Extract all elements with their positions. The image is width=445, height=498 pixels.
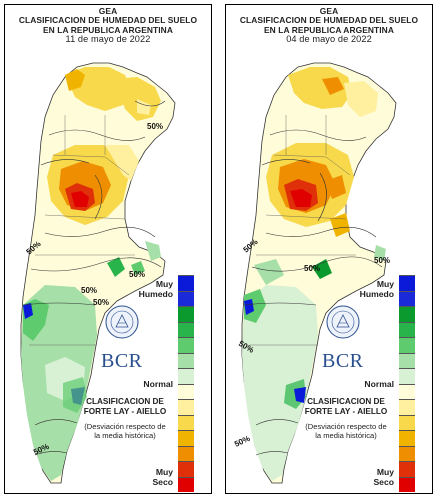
scale-swatch: [399, 352, 415, 368]
contour-label: 50%: [304, 264, 320, 273]
map-panel-may-04: 50% 50% 50% 50% 50% GEA CLASIFICACION DE…: [225, 4, 433, 494]
label-normal: Normal: [364, 379, 394, 389]
argentina-soil-moisture-map: 50% 50% 50% 50% 50%: [233, 62, 397, 484]
classification-note: (Desviación respecto de la media históri…: [305, 422, 387, 440]
label-normal: Normal: [143, 379, 173, 389]
map-date: 04 de mayo de 2022: [286, 34, 372, 45]
title-gea: GEA: [98, 6, 118, 16]
bcr-seal-icon: [326, 305, 360, 339]
title-gea: GEA: [319, 6, 339, 16]
map-panel-may-11: 50% 50% 50% 50% 50% 50% GEA CLASIFICACIO…: [4, 4, 212, 494]
color-scale: [178, 275, 194, 492]
label-muy-humedo: Muy Humedo: [138, 279, 173, 299]
scale-swatch: [399, 445, 415, 461]
scale-swatch: [399, 275, 415, 291]
title-line2: CLASIFICACION DE HUMEDAD DEL SUELO: [239, 15, 419, 26]
map-title: GEA CLASIFICACION DE HUMEDAD DEL SUELO E…: [226, 6, 432, 45]
scale-swatch: [399, 306, 415, 322]
label-muy-seco: Muy Seco: [152, 467, 173, 487]
label-muy-seco: Muy Seco: [373, 467, 394, 487]
scale-swatch: [178, 445, 194, 461]
scale-swatch: [178, 476, 194, 492]
contour-label: 50%: [93, 298, 109, 307]
scale-swatch: [178, 461, 194, 477]
classification-title: CLASIFICACION DE FORTE LAY - AIELLO: [83, 397, 167, 416]
bcr-logo-text: BCR: [101, 350, 143, 372]
scale-swatch: [178, 383, 194, 399]
contour-label: 50%: [147, 122, 163, 131]
contour-label: 50%: [129, 270, 145, 279]
scale-swatch: [178, 368, 194, 384]
scale-swatch: [178, 414, 194, 430]
scale-swatch: [178, 430, 194, 446]
scale-swatch: [178, 321, 194, 337]
contour-label: 50%: [81, 286, 97, 295]
contour-label: 50%: [233, 434, 251, 449]
scale-swatch: [178, 352, 194, 368]
scale-swatch: [399, 414, 415, 430]
scale-swatch: [399, 383, 415, 399]
bcr-logo-text: BCR: [322, 350, 364, 372]
classification-note: (Desviación respecto de la media históri…: [84, 422, 166, 440]
scale-swatch: [399, 430, 415, 446]
title-line3: EN LA REPUBLICA ARGENTINA: [43, 24, 173, 35]
scale-swatch: [178, 306, 194, 322]
title-line2: CLASIFICACION DE HUMEDAD DEL SUELO: [18, 15, 198, 26]
scale-swatch: [399, 368, 415, 384]
bcr-seal-icon: [105, 305, 139, 339]
classification-title: CLASIFICACION DE FORTE LAY - AIELLO: [304, 397, 388, 416]
scale-swatch: [399, 461, 415, 477]
scale-swatch: [399, 337, 415, 353]
scale-swatch: [178, 399, 194, 415]
color-scale: [399, 275, 415, 492]
contour-label: 50%: [374, 256, 390, 265]
title-line3: EN LA REPUBLICA ARGENTINA: [264, 24, 394, 35]
scale-swatch: [399, 321, 415, 337]
scale-swatch: [178, 337, 194, 353]
label-muy-humedo: Muy Humedo: [359, 279, 394, 299]
scale-swatch: [178, 290, 194, 306]
scale-swatch: [399, 399, 415, 415]
map-title: GEA CLASIFICACION DE HUMEDAD DEL SUELO E…: [5, 6, 211, 45]
map-date: 11 de mayo de 2022: [65, 34, 151, 45]
scale-swatch: [399, 290, 415, 306]
argentina-soil-moisture-map: 50% 50% 50% 50% 50% 50%: [20, 62, 176, 484]
scale-swatch: [399, 476, 415, 492]
scale-swatch: [178, 275, 194, 291]
